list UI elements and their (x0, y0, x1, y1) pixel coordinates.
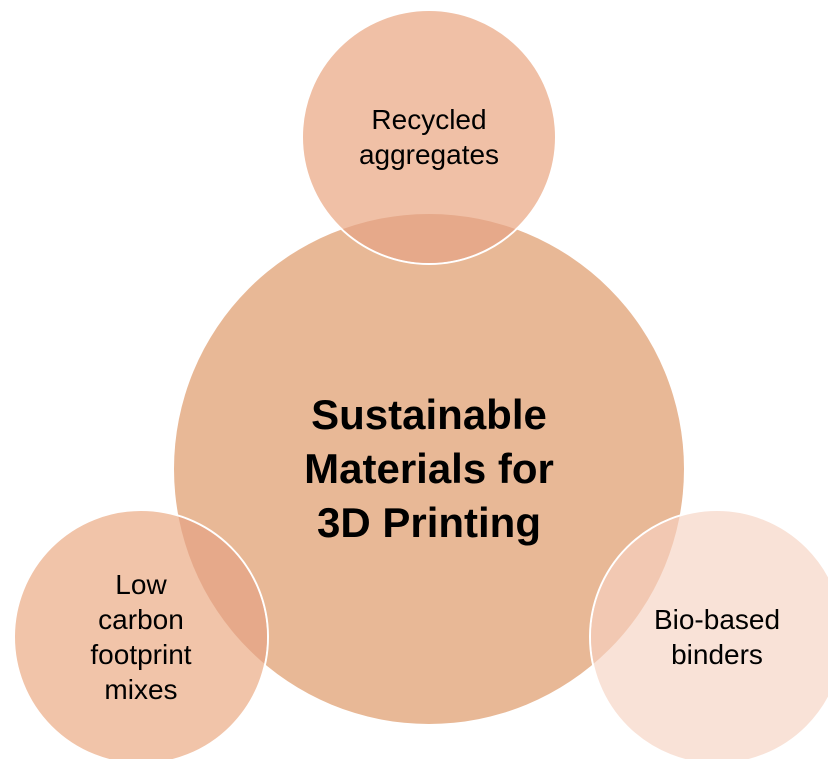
center-title: Sustainable Materials for 3D Printing (304, 391, 554, 546)
satellite-circle-top (301, 9, 557, 265)
satellite-label-left: Low carbon footprint mixes (90, 569, 192, 705)
satellite-label-top: Recycled aggregates (358, 104, 500, 170)
center-circle (174, 214, 684, 724)
satellite-label-right: Bio-based binders (653, 604, 781, 670)
